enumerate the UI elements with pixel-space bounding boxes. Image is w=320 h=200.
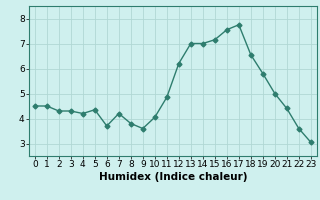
- X-axis label: Humidex (Indice chaleur): Humidex (Indice chaleur): [99, 172, 247, 182]
